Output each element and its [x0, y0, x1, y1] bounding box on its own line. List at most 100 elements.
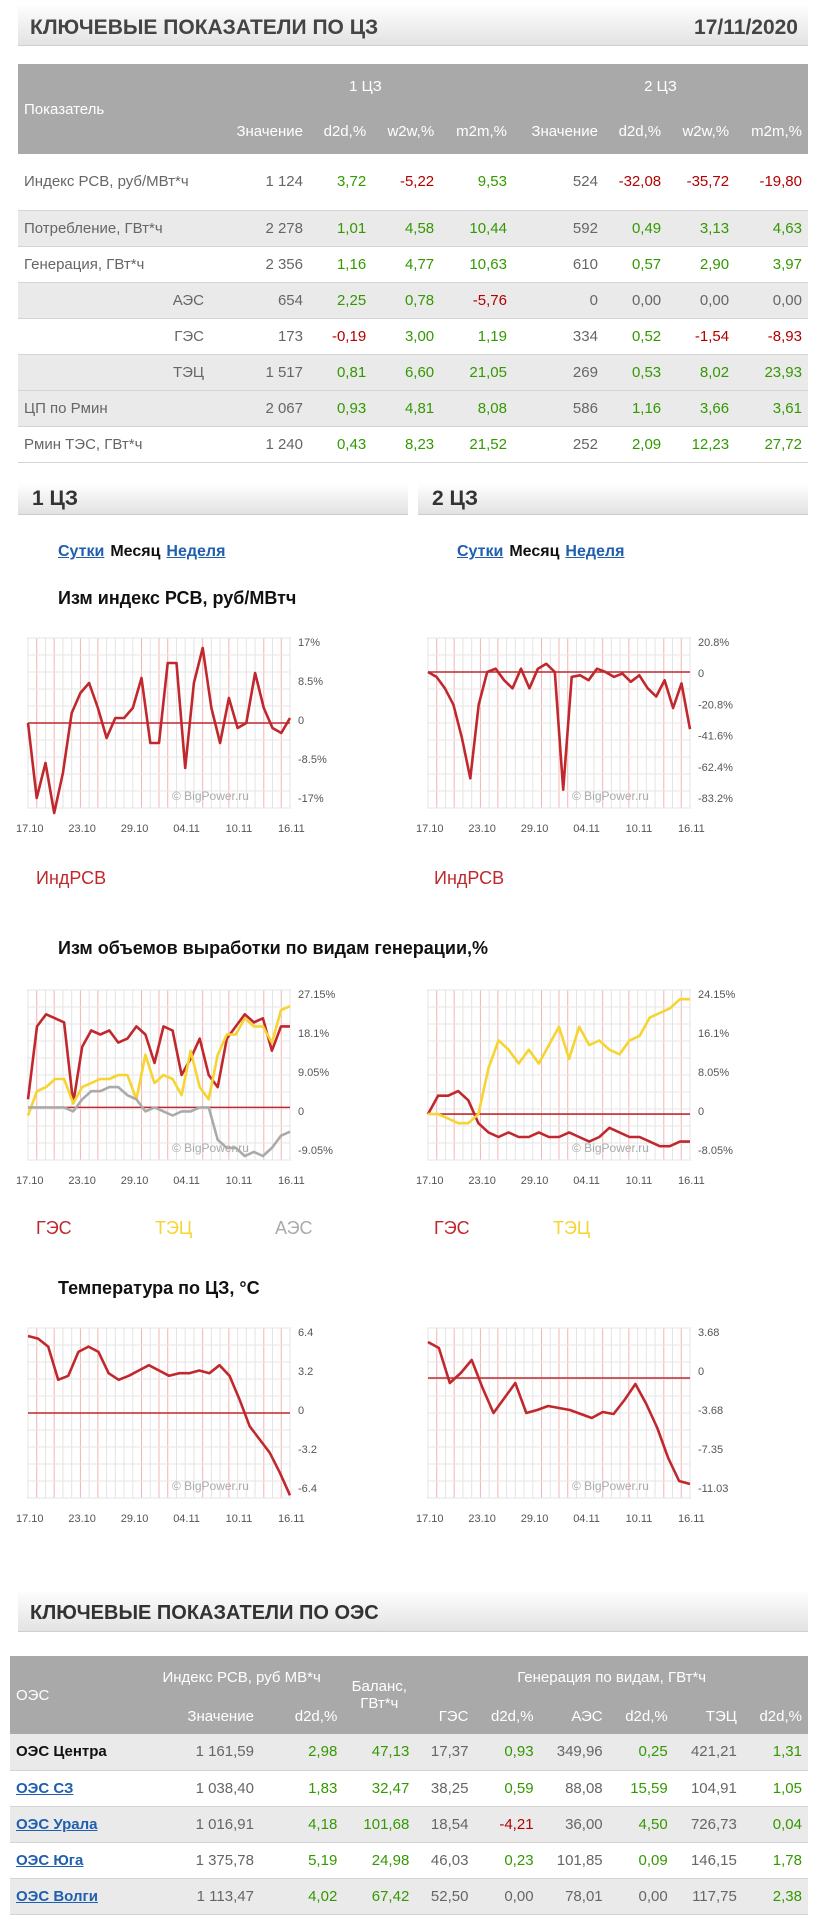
kpi-cell: 23,93 — [735, 354, 808, 391]
kpi-cell: 10,63 — [440, 246, 513, 283]
y-tick-label: -8.5% — [298, 754, 327, 766]
oes-cell: 32,47 — [343, 1770, 416, 1807]
period-switch-2: Сутки Месяц Неделя — [457, 543, 624, 561]
x-tick-label: 23.10 — [468, 823, 496, 835]
oes-cell: 2,38 — [742, 1878, 808, 1915]
oes-link[interactable]: ОЭС Урала — [16, 1815, 98, 1833]
kpi-row: Генерация, ГВт*ч 2 356 1,16 4,77 10,63 610 0,5… — [18, 246, 808, 283]
oes-name-cell: ОЭС СЗ — [10, 1770, 140, 1807]
y-tick-label: 0 — [698, 1366, 704, 1378]
oes-row: ОЭС Юга 1 375,78 5,19 24,98 46,03 0,23 101,85 0… — [10, 1842, 808, 1879]
kpi-row-label: ГЭС — [18, 318, 218, 355]
x-tick-label: 17.10 — [16, 1175, 44, 1187]
x-tick-label: 29.10 — [121, 1513, 149, 1525]
x-tick-label: 04.11 — [573, 1513, 600, 1525]
oes-link[interactable]: ОЭС Волги — [16, 1887, 98, 1905]
kpi-cell: -1,54 — [667, 318, 736, 355]
kpi-row: Потребление, ГВт*ч 2 278 1,01 4,58 10,44 592 0… — [18, 210, 808, 247]
x-tick-label: 16.11 — [678, 1513, 705, 1525]
series-line — [427, 1340, 691, 1486]
oes-header: ОЭС — [10, 1656, 140, 1734]
oes-link[interactable]: ОЭС Юга — [16, 1851, 84, 1869]
oes-cell: 1 161,59 — [140, 1734, 260, 1771]
x-tick-label: 17.10 — [416, 823, 444, 835]
y-tick-label: 16.1% — [698, 1028, 729, 1040]
x-tick-label: 16.11 — [278, 1513, 305, 1525]
oes-section-header: КЛЮЧЕВЫЕ ПОКАЗАТЕЛИ ПО ОЭС — [18, 1592, 808, 1632]
kpi-cell: 2 278 — [218, 210, 309, 247]
section-zone1: 1 ЦЗ — [18, 483, 408, 515]
legend-aes-1: АЭС — [275, 1218, 313, 1238]
oes-col-header: d2d,% — [742, 1698, 808, 1734]
page-header: КЛЮЧЕВЫЕ ПОКАЗАТЕЛИ ПО ЦЗ 17/11/2020 — [18, 6, 808, 46]
kpi-col-header: Значение — [218, 109, 309, 154]
y-tick-label: 0 — [298, 1405, 304, 1417]
indicator-header: Показатель — [18, 64, 218, 154]
oes-col-header: Значение — [140, 1698, 260, 1734]
kpi-row: АЭС 654 2,25 0,78 -5,76 0 0,00 0,00 0,00 — [18, 282, 808, 319]
oes-cell: 1,78 — [742, 1842, 808, 1879]
watermark: © BigPower.ru — [572, 1141, 649, 1155]
period-day-link[interactable]: Сутки — [58, 543, 105, 560]
oes-name-cell: ОЭС Юга — [10, 1842, 140, 1879]
kpi-cell: -5,22 — [372, 154, 441, 211]
oes-cell: 36,00 — [539, 1806, 609, 1843]
x-tick-label: 29.10 — [521, 1513, 549, 1525]
legend-ges-2: ГЭС — [434, 1218, 470, 1238]
oes-col-header: d2d,% — [608, 1698, 674, 1734]
x-tick-label: 23.10 — [468, 1513, 496, 1525]
y-tick-label: 0 — [698, 668, 704, 680]
kpi-cell: 610 — [512, 246, 604, 283]
oes-cell: 101,68 — [343, 1806, 416, 1843]
oes-name: ОЭС Центра — [16, 1743, 107, 1761]
oes-cell: 78,01 — [539, 1878, 609, 1915]
oes-cell: 1,05 — [742, 1770, 808, 1807]
oes-cell: 1 113,47 — [140, 1878, 260, 1915]
price-chart-zone1: 17% 8.5% 0 -8.5% -17% 17.10 23.10 29.10 04.11 10.… — [16, 637, 327, 835]
kpi-cell: 0,81 — [308, 354, 373, 391]
oes-cell: 24,98 — [343, 1842, 416, 1879]
oes-row: ОЭС Центра 1 161,59 2,98 47,13 17,37 0,93 349,… — [10, 1734, 808, 1771]
period-week-link[interactable]: Неделя — [166, 543, 226, 560]
kpi-row-label: АЭС — [18, 282, 218, 319]
y-tick-label: 8.5% — [298, 676, 323, 688]
kpi-cell: 252 — [512, 426, 604, 463]
x-tick-label: 17.10 — [416, 1175, 444, 1187]
x-tick-label: 10.11 — [226, 823, 253, 835]
y-tick-label: 0 — [298, 715, 304, 727]
kpi-row: ТЭЦ 1 517 0,81 6,60 21,05 269 0,53 8,02 23,93 — [18, 354, 808, 391]
kpi-cell: 0,00 — [603, 282, 668, 319]
watermark: © BigPower.ru — [172, 1479, 249, 1493]
kpi-row-label: Рмин ТЭС, ГВт*ч — [18, 426, 218, 463]
kpi-cell: 21,05 — [440, 354, 513, 391]
oes-cell: 4,50 — [608, 1806, 674, 1843]
temperature-chart-zone2: 3.68 0 -3.68 -7.35 -11.03 17.10 23.10 29.10 04.1… — [416, 1327, 728, 1525]
y-tick-label: -20.8% — [698, 699, 733, 711]
x-tick-label: 04.11 — [173, 823, 200, 835]
oes-link[interactable]: ОЭС СЗ — [16, 1779, 74, 1797]
kpi-cell: 0,52 — [603, 318, 668, 355]
chart-title-temperature: Температура по ЦЗ, °C — [58, 1278, 260, 1298]
series-line — [428, 997, 690, 1125]
kpi-row: Рмин ТЭС, ГВт*ч 1 240 0,43 8,23 21,52 252 2,09… — [18, 426, 808, 463]
kpi-cell: 6,60 — [372, 354, 441, 391]
x-tick-label: 23.10 — [68, 1175, 96, 1187]
period-week-link[interactable]: Неделя — [565, 543, 625, 560]
y-tick-label: 27.15% — [298, 989, 336, 1001]
kpi-row: ЦП по Рмин 2 067 0,93 4,81 8,08 586 1,16 3,66 3,… — [18, 390, 808, 427]
kpi-cell: 8,08 — [440, 390, 513, 427]
oes-col-header: АЭС — [539, 1698, 609, 1734]
kpi-col-header: m2m,% — [735, 109, 808, 154]
y-tick-label: -41.6% — [698, 731, 733, 743]
series-line — [427, 662, 692, 791]
generation-group-header: Генерация по видам, ГВт*ч — [415, 1656, 808, 1698]
period-day-link[interactable]: Сутки — [457, 543, 504, 560]
x-tick-label: 17.10 — [416, 1513, 444, 1525]
legend-price-1: ИндРСВ — [36, 868, 107, 888]
oes-cell: 0,09 — [608, 1842, 674, 1879]
page-title: КЛЮЧЕВЫЕ ПОКАЗАТЕЛИ ПО ЦЗ — [30, 16, 379, 39]
zone1-header: 1 ЦЗ — [218, 64, 513, 109]
y-tick-label: -11.03 — [698, 1483, 728, 1495]
y-tick-label: 0 — [698, 1106, 704, 1118]
kpi-row: ГЭС 173 -0,19 3,00 1,19 334 0,52 -1,54 -8,93 — [18, 318, 808, 355]
